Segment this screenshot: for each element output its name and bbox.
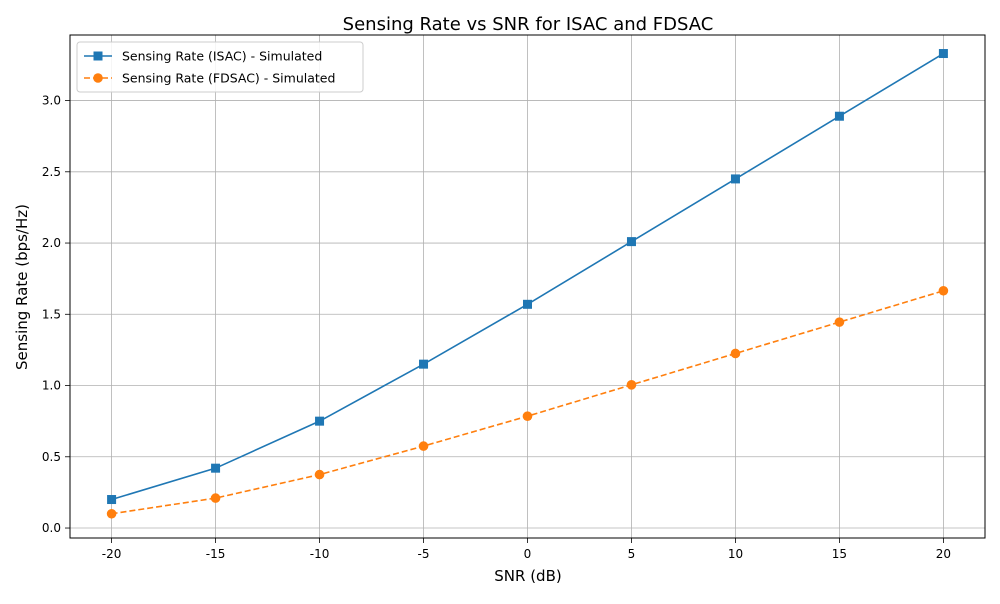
y-axis-label: Sensing Rate (bps/Hz)	[13, 204, 31, 370]
x-tick-label: -20	[102, 547, 122, 561]
data-point	[418, 441, 429, 451]
y-tick-label: 1.5	[42, 307, 61, 321]
legend-marker	[93, 73, 103, 83]
x-tick-label: -10	[310, 547, 330, 561]
data-point	[106, 508, 117, 519]
data-point	[419, 359, 429, 369]
x-axis-label: SNR (dB)	[494, 567, 561, 585]
data-point	[626, 237, 636, 247]
axis-ticks: -20 -15 -10 -5 0 5 10 15 20 0.0 0.5 1.0 1.5 2.0 2.5 3.0	[42, 94, 951, 561]
legend-marker	[93, 51, 103, 61]
chart-title: Sensing Rate vs SNR for ISAC and FDSAC	[343, 14, 714, 35]
y-tick-label: 0.5	[42, 450, 61, 464]
data-point	[211, 463, 221, 473]
x-tick-label: 15	[832, 547, 847, 561]
legend: Sensing Rate (ISAC) - Simulated Sensing R…	[76, 41, 364, 93]
data-point	[834, 317, 845, 327]
data-point	[938, 49, 948, 59]
data-point	[834, 111, 844, 121]
data-point	[626, 380, 637, 390]
series-1	[107, 49, 948, 505]
data-point	[210, 493, 221, 503]
legend-label: Sensing Rate (FDSAC) - Simulated	[122, 71, 335, 86]
data-point	[938, 285, 949, 296]
x-tick-label: 0	[524, 547, 532, 561]
data-point	[314, 469, 325, 480]
data-point	[730, 174, 740, 184]
data-point	[315, 416, 325, 426]
x-tick-label: 10	[728, 547, 743, 561]
x-tick-label: -5	[418, 547, 430, 561]
x-tick-label: -15	[206, 547, 226, 561]
legend-label: Sensing Rate (ISAC) - Simulated	[122, 49, 322, 64]
y-tick-label: 3.0	[42, 94, 61, 108]
y-tick-label: 1.0	[42, 379, 61, 393]
legend-box	[76, 41, 364, 93]
x-tick-label: 5	[628, 547, 636, 561]
y-tick-label: 2.5	[42, 165, 61, 179]
series-2	[106, 285, 949, 519]
legend-item: Sensing Rate (FDSAC) - Simulated	[84, 71, 335, 86]
grid	[70, 35, 985, 538]
data-point	[522, 411, 533, 421]
y-tick-label: 0.0	[42, 521, 61, 535]
legend-item: Sensing Rate (ISAC) - Simulated	[84, 49, 322, 64]
data-point	[523, 299, 532, 309]
data-point	[730, 348, 741, 359]
data-point	[107, 495, 117, 505]
x-tick-label: 20	[936, 547, 951, 561]
series	[106, 49, 949, 519]
y-tick-label: 2.0	[42, 236, 61, 250]
